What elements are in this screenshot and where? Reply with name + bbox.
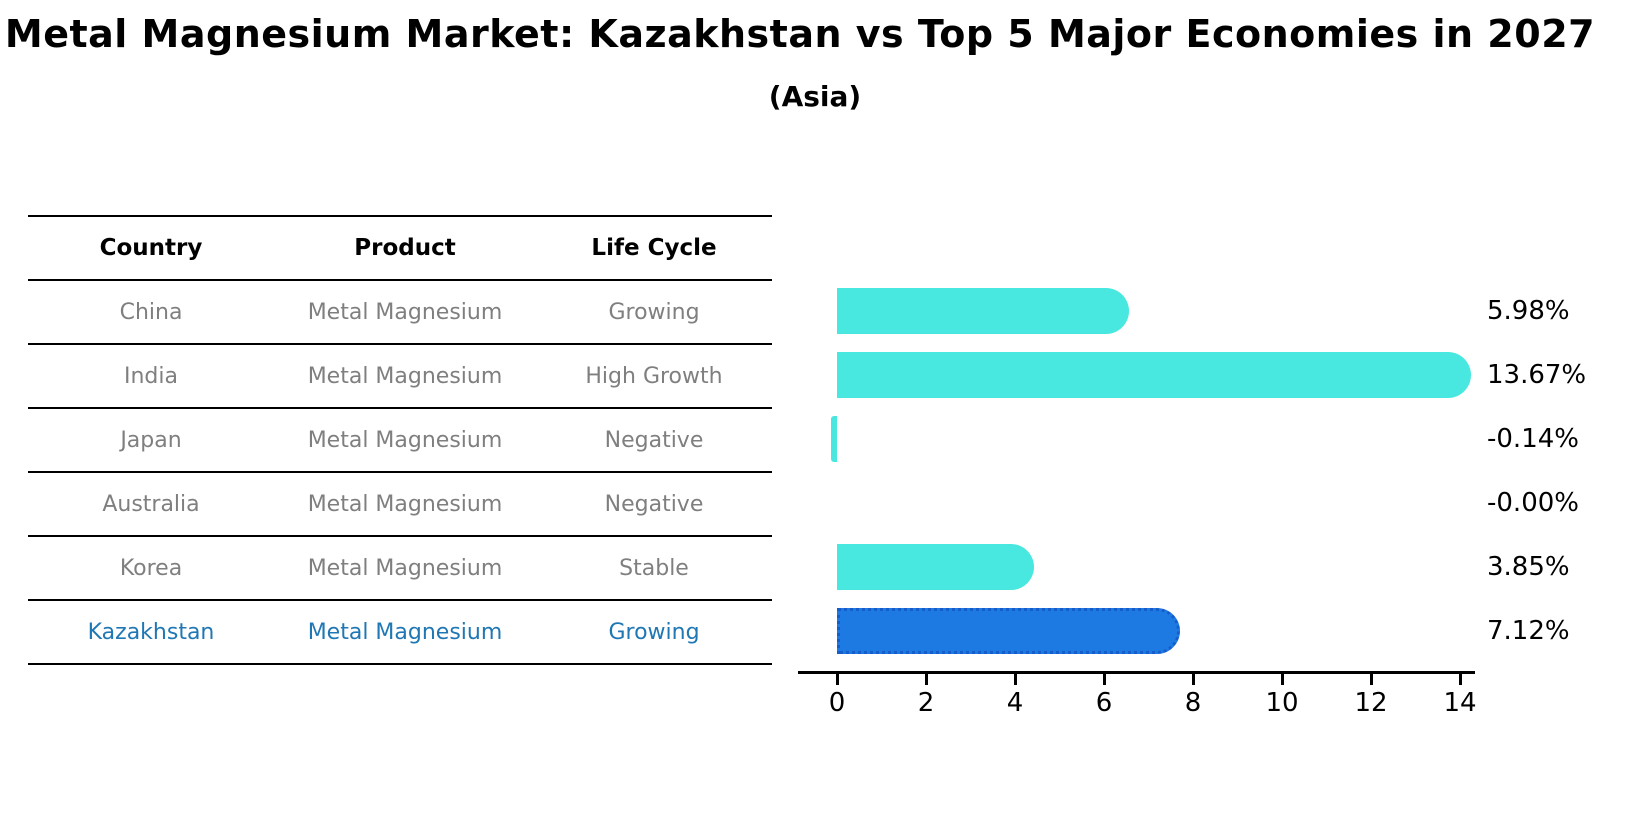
bar-japan (830, 416, 837, 462)
table-cell-product: Metal Magnesium (307, 363, 503, 389)
table-row-korea: Korea Metal Magnesium Stable (28, 537, 772, 601)
x-tick-mark (1191, 674, 1195, 685)
table-cell-product: Metal Magnesium (307, 619, 503, 645)
value-label-australia: -0.00% (1487, 488, 1579, 518)
table-cell-product: Metal Magnesium (307, 491, 503, 517)
x-tick-label: 0 (828, 688, 846, 718)
table-cell-country: Australia (102, 491, 200, 517)
value-label-china: 5.98% (1487, 296, 1570, 326)
x-tick-mark (1280, 674, 1284, 685)
x-axis-line (798, 671, 1475, 674)
bar-korea (837, 544, 1035, 590)
table-cell-life_cycle: High Growth (585, 363, 723, 389)
table-row-india: India Metal Magnesium High Growth (28, 345, 772, 409)
table-row-australia: Australia Metal Magnesium Negative (28, 473, 772, 537)
x-tick-mark (924, 674, 928, 685)
table-row-japan: Japan Metal Magnesium Negative (28, 409, 772, 473)
table-header-cell: Life Cycle (591, 235, 717, 261)
table-cell-life_cycle: Growing (608, 619, 700, 645)
table-header-cell: Product (354, 235, 456, 261)
bar-india (837, 352, 1472, 398)
x-tick-mark (1013, 674, 1017, 685)
x-tick-label: 4 (1006, 688, 1024, 718)
table-header-cell: Country (99, 235, 203, 261)
value-label-india: 13.67% (1487, 360, 1587, 390)
x-tick-label: 6 (1095, 688, 1113, 718)
table-row-kazakhstan: Kazakhstan Metal Magnesium Growing (28, 601, 772, 665)
table-cell-life_cycle: Growing (608, 299, 700, 325)
table-cell-product: Metal Magnesium (307, 299, 503, 325)
table-header-row: Country Product Life Cycle (28, 217, 772, 281)
value-label-korea: 3.85% (1487, 552, 1570, 582)
table-cell-country: China (119, 299, 183, 325)
x-tick-label: 8 (1184, 688, 1202, 718)
value-label-kazakhstan: 7.12% (1487, 616, 1570, 646)
x-tick-label: 2 (917, 688, 935, 718)
x-tick-mark (1102, 674, 1106, 685)
x-tick-mark (835, 674, 839, 685)
table-cell-country: India (124, 363, 178, 389)
x-tick-mark (1369, 674, 1373, 685)
chart-subtitle: (Asia) (768, 80, 862, 113)
table-cell-country: Korea (119, 555, 183, 581)
bar-kazakhstan (837, 608, 1180, 654)
chart-title: Metal Magnesium Market: Kazakhstan vs To… (4, 12, 1596, 56)
x-tick-mark (1458, 674, 1462, 685)
table-cell-life_cycle: Negative (604, 491, 704, 517)
table-row-china: China Metal Magnesium Growing (28, 281, 772, 345)
table-cell-product: Metal Magnesium (307, 427, 503, 453)
table-cell-country: Japan (120, 427, 182, 453)
x-tick-label: 10 (1265, 688, 1299, 718)
x-tick-label: 14 (1443, 688, 1477, 718)
country-table: Country Product Life Cycle China Metal Magne… (28, 215, 772, 665)
x-tick-label: 12 (1354, 688, 1388, 718)
table-cell-country: Kazakhstan (87, 619, 215, 645)
value-label-japan: -0.14% (1487, 424, 1579, 454)
table-cell-product: Metal Magnesium (307, 555, 503, 581)
table-cell-life_cycle: Negative (604, 427, 704, 453)
table-cell-life_cycle: Stable (619, 555, 689, 581)
bar-china (837, 288, 1130, 334)
